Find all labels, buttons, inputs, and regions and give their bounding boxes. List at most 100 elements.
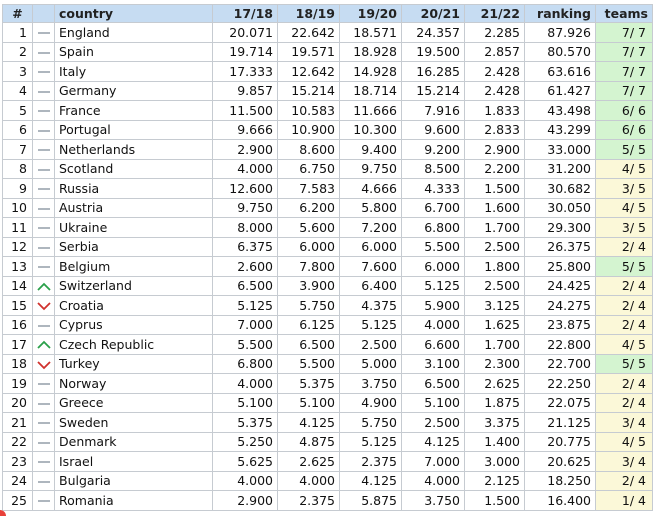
teams-count: 2/ 4 [595, 314, 653, 335]
rank-number: 14 [2, 275, 33, 296]
table-row[interactable]: 19 Norway 4.000 5.375 3.750 6.500 2.625 22.250 2… [2, 373, 653, 394]
header-season-1920[interactable]: 19/20 [339, 4, 402, 23]
season-1819-value: 5.375 [277, 373, 340, 394]
season-1920-value: 5.000 [339, 353, 402, 374]
rank-number: 7 [2, 139, 33, 160]
season-1819-value: 4.125 [277, 412, 340, 433]
ranking-value: 23.875 [524, 314, 596, 335]
header-season-1819[interactable]: 18/19 [277, 4, 340, 23]
dash-icon [37, 493, 51, 508]
country-name: Norway [54, 373, 213, 394]
table-row[interactable]: 25 Romania 2.900 2.375 5.875 3.750 1.500 16.400… [2, 490, 653, 511]
movement-cell [32, 275, 55, 296]
table-row[interactable]: 1 England 20.071 22.642 18.571 24.357 2.285 87.… [2, 22, 653, 43]
season-1920-value: 9.400 [339, 139, 402, 160]
season-1819-value: 4.875 [277, 431, 340, 452]
teams-count: 7/ 7 [595, 22, 653, 43]
season-2122-value: 2.857 [464, 41, 525, 62]
header-season-2122[interactable]: 21/22 [464, 4, 525, 23]
table-row[interactable]: 11 Ukraine 8.000 5.600 7.200 6.800 1.700 29.300… [2, 217, 653, 238]
movement-cell [32, 80, 55, 101]
ranking-value: 20.625 [524, 451, 596, 472]
dash-icon [37, 415, 51, 430]
header-season-2021[interactable]: 20/21 [401, 4, 465, 23]
movement-cell [32, 256, 55, 277]
table-row[interactable]: 4 Germany 9.857 15.214 18.714 15.214 2.428 61.4… [2, 80, 653, 101]
season-1920-value: 5.875 [339, 490, 402, 511]
teams-count: 4/ 5 [595, 158, 653, 179]
season-2122-value: 1.833 [464, 100, 525, 121]
table-row[interactable]: 21 Sweden 5.375 4.125 5.750 2.500 3.375 21.125 3… [2, 412, 653, 433]
season-2122-value: 2.200 [464, 158, 525, 179]
season-1718-value: 9.666 [212, 119, 278, 140]
teams-count: 7/ 7 [595, 41, 653, 62]
table-row[interactable]: 10 Austria 9.750 6.200 5.800 6.700 1.600 30.050… [2, 197, 653, 218]
ranking-value: 43.498 [524, 100, 596, 121]
season-1819-value: 5.600 [277, 217, 340, 238]
teams-count: 3/ 5 [595, 178, 653, 199]
season-1819-value: 6.000 [277, 236, 340, 257]
header-rank-number[interactable]: # [2, 4, 33, 23]
dash-icon [37, 220, 51, 235]
teams-count: 2/ 4 [595, 236, 653, 257]
movement-cell [32, 139, 55, 160]
table-row[interactable]: 2 Spain 19.714 19.571 18.928 19.500 2.857 80.57… [2, 41, 653, 62]
country-name: Russia [54, 178, 213, 199]
teams-count: 2/ 4 [595, 373, 653, 394]
season-2122-value: 3.000 [464, 451, 525, 472]
teams-count: 1/ 4 [595, 490, 653, 511]
movement-cell [32, 61, 55, 82]
teams-count: 5/ 5 [595, 353, 653, 374]
season-2021-value: 3.750 [401, 490, 465, 511]
rank-number: 19 [2, 373, 33, 394]
table-row[interactable]: 12 Serbia 6.375 6.000 6.000 5.500 2.500 26.375 2… [2, 236, 653, 257]
season-1920-value: 7.600 [339, 256, 402, 277]
season-1718-value: 6.375 [212, 236, 278, 257]
table-row[interactable]: 15 Croatia 5.125 5.750 4.375 5.900 3.125 24.275… [2, 295, 653, 316]
season-2021-value: 9.600 [401, 119, 465, 140]
ranking-value: 33.000 [524, 139, 596, 160]
season-1819-value: 19.571 [277, 41, 340, 62]
season-2021-value: 24.357 [401, 22, 465, 43]
table-row[interactable]: 18 Turkey 6.800 5.500 5.000 3.100 2.300 22.700 5… [2, 353, 653, 374]
table-row[interactable]: 14 Switzerland 6.500 3.900 6.400 5.125 2.500 24… [2, 275, 653, 296]
table-row[interactable]: 17 Czech Republic 5.500 6.500 2.500 6.600 1.70… [2, 334, 653, 355]
table-row[interactable]: 7 Netherlands 2.900 8.600 9.400 9.200 2.900 33.… [2, 139, 653, 160]
table-row[interactable]: 20 Greece 5.100 5.100 4.900 5.100 1.875 22.075 2… [2, 392, 653, 413]
ranking-value: 25.800 [524, 256, 596, 277]
rank-number: 9 [2, 178, 33, 199]
rank-number: 13 [2, 256, 33, 277]
table-row[interactable]: 6 Portugal 9.666 10.900 10.300 9.600 2.833 43.2… [2, 119, 653, 140]
season-1819-value: 22.642 [277, 22, 340, 43]
rank-number: 3 [2, 61, 33, 82]
season-2021-value: 6.000 [401, 256, 465, 277]
season-1718-value: 4.000 [212, 373, 278, 394]
ranking-value: 22.700 [524, 353, 596, 374]
table-row[interactable]: 22 Denmark 5.250 4.875 5.125 4.125 1.400 20.775… [2, 431, 653, 452]
rank-number: 17 [2, 334, 33, 355]
season-1920-value: 4.375 [339, 295, 402, 316]
dash-icon [37, 103, 51, 118]
table-row[interactable]: 8 Scotland 4.000 6.750 9.750 8.500 2.200 31.200… [2, 158, 653, 179]
table-row[interactable]: 3 Italy 17.333 12.642 14.928 16.285 2.428 63.61… [2, 61, 653, 82]
table-row[interactable]: 9 Russia 12.600 7.583 4.666 4.333 1.500 30.682 3… [2, 178, 653, 199]
table-row[interactable]: 23 Israel 5.625 2.625 2.375 7.000 3.000 20.625 3… [2, 451, 653, 472]
table-row[interactable]: 13 Belgium 2.600 7.800 7.600 6.000 1.800 25.800… [2, 256, 653, 277]
season-2122-value: 1.700 [464, 217, 525, 238]
rank-number: 16 [2, 314, 33, 335]
movement-cell [32, 353, 55, 374]
header-teams[interactable]: teams [595, 4, 653, 23]
rank-number: 6 [2, 119, 33, 140]
season-1920-value: 18.571 [339, 22, 402, 43]
season-1819-value: 6.500 [277, 334, 340, 355]
season-1718-value: 12.600 [212, 178, 278, 199]
teams-count: 5/ 5 [595, 256, 653, 277]
dash-icon [37, 259, 51, 274]
dash-icon [37, 181, 51, 196]
table-row[interactable]: 16 Cyprus 7.000 6.125 5.125 4.000 1.625 23.875 2… [2, 314, 653, 335]
table-row[interactable]: 5 France 11.500 10.583 11.666 7.916 1.833 43.49… [2, 100, 653, 121]
header-ranking[interactable]: ranking [524, 4, 596, 23]
header-season-1718[interactable]: 17/18 [212, 4, 278, 23]
table-row[interactable]: 24 Bulgaria 4.000 4.000 4.125 4.000 2.125 18.25… [2, 470, 653, 491]
header-country[interactable]: country [54, 4, 213, 23]
